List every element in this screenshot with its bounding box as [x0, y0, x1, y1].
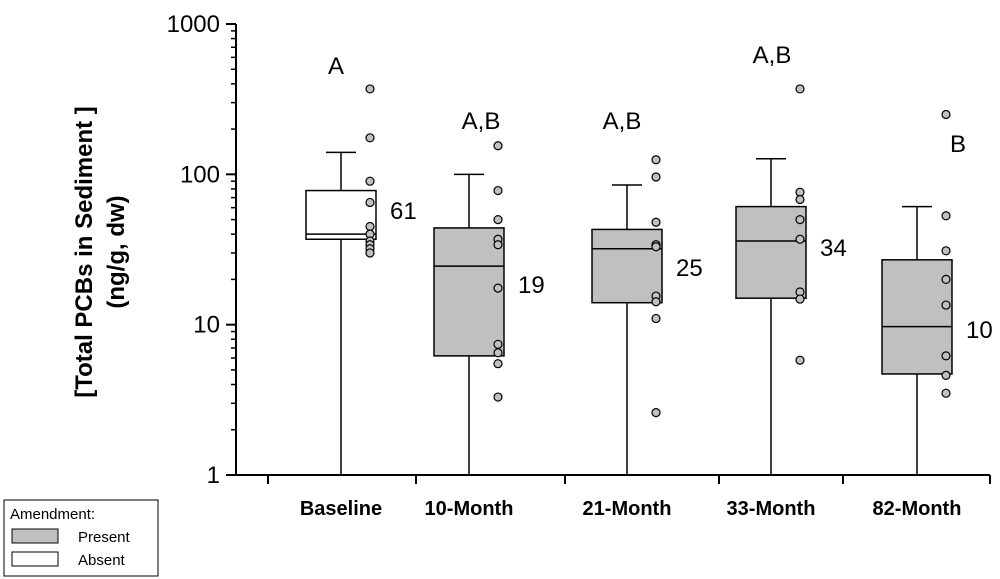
data-point: [493, 240, 503, 250]
y-axis-units: (ng/g, dw): [103, 195, 130, 308]
significance-label: A: [328, 53, 344, 80]
x-category-label: Baseline: [300, 498, 382, 520]
data-point: [795, 234, 805, 244]
data-point: [941, 211, 951, 221]
iqr-box: [305, 189, 377, 240]
median-value-label: 34: [820, 235, 847, 262]
data-point: [941, 246, 951, 256]
data-point: [651, 172, 661, 182]
legend-label-absent: Absent: [78, 552, 126, 569]
iqr-box: [881, 259, 953, 375]
data-point: [493, 214, 503, 225]
iqr-box: [735, 205, 807, 299]
data-point: [941, 300, 951, 310]
data-point: [651, 155, 661, 165]
legend-title: Amendment:: [10, 506, 95, 523]
median-value-label: 25: [676, 255, 703, 282]
legend-label-present: Present: [78, 529, 131, 546]
data-point: [365, 133, 375, 143]
data-point: [941, 109, 951, 120]
box-group-33-month: 34 A,B 33-Month: [727, 42, 847, 520]
data-point: [493, 141, 503, 151]
x-category-label: 10-Month: [425, 498, 514, 520]
x-category-label: 33-Month: [727, 498, 816, 520]
median-value-label: 61: [390, 198, 417, 225]
data-point: [493, 348, 503, 358]
significance-label: B: [950, 131, 966, 158]
y-axis-title: [Total PCBs in Sediment ]: [71, 106, 98, 398]
box-group-82-month: 10 B 82-Month: [873, 109, 993, 520]
data-point: [493, 185, 503, 196]
data-point: [941, 388, 951, 398]
data-point: [795, 84, 805, 94]
y-tick-label: 10: [193, 312, 220, 339]
data-point: [941, 274, 951, 285]
data-point: [651, 217, 661, 227]
data-point: [941, 351, 951, 361]
y-tick-label: 100: [180, 161, 220, 188]
legend-swatch-present: [11, 528, 59, 544]
data-point: [365, 197, 375, 208]
x-category-label: 82-Month: [873, 498, 962, 520]
data-point: [651, 297, 661, 307]
legend: Amendment: Present Absent: [3, 499, 159, 577]
data-point: [795, 294, 805, 304]
box-group-10-month: 19 A,B 10-Month: [425, 108, 545, 520]
plot-area: 110100100061ABaseline19A,B10-Month25A,B2…: [167, 11, 993, 520]
significance-label: A,B: [753, 42, 792, 69]
data-point: [493, 359, 503, 369]
data-point: [795, 214, 805, 225]
x-category-label: 21-Month: [583, 498, 672, 520]
data-point: [651, 242, 661, 252]
box-group-baseline: 61 A Baseline: [300, 53, 417, 520]
iqr-box: [591, 228, 663, 304]
legend-swatch-absent: [11, 551, 59, 567]
data-point: [365, 84, 375, 94]
data-point: [651, 408, 661, 418]
data-point: [941, 370, 951, 380]
data-point: [651, 313, 661, 324]
data-point: [493, 283, 503, 293]
y-tick-label: 1000: [167, 11, 220, 38]
data-point: [795, 355, 805, 365]
y-tick-label: 1: [207, 462, 220, 489]
box-group-21-month: 25 A,B 21-Month: [583, 108, 703, 520]
data-point: [365, 221, 375, 232]
significance-label: A,B: [462, 108, 501, 135]
median-value-label: 19: [518, 272, 545, 299]
data-point: [365, 176, 375, 186]
data-point: [493, 339, 503, 349]
significance-label: A,B: [603, 108, 642, 135]
data-point: [795, 194, 805, 205]
median-value-label: 10: [966, 317, 993, 344]
data-point: [493, 392, 503, 402]
iqr-box: [433, 227, 505, 357]
data-point: [365, 248, 375, 258]
